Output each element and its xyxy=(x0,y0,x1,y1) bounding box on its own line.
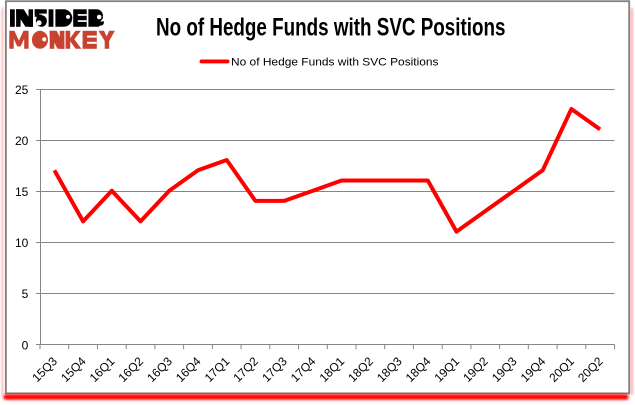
svg-text:No of Hedge Funds with SVC Pos: No of Hedge Funds with SVC Positions xyxy=(231,56,439,68)
svg-text:0: 0 xyxy=(22,338,29,352)
svg-text:10: 10 xyxy=(15,236,29,250)
svg-text:5: 5 xyxy=(22,287,29,301)
svg-text:20: 20 xyxy=(15,134,29,148)
svg-text:25: 25 xyxy=(15,83,29,97)
svg-text:No of Hedge Funds with SVC Pos: No of Hedge Funds with SVC Positions xyxy=(156,14,506,42)
svg-text:15: 15 xyxy=(15,185,29,199)
